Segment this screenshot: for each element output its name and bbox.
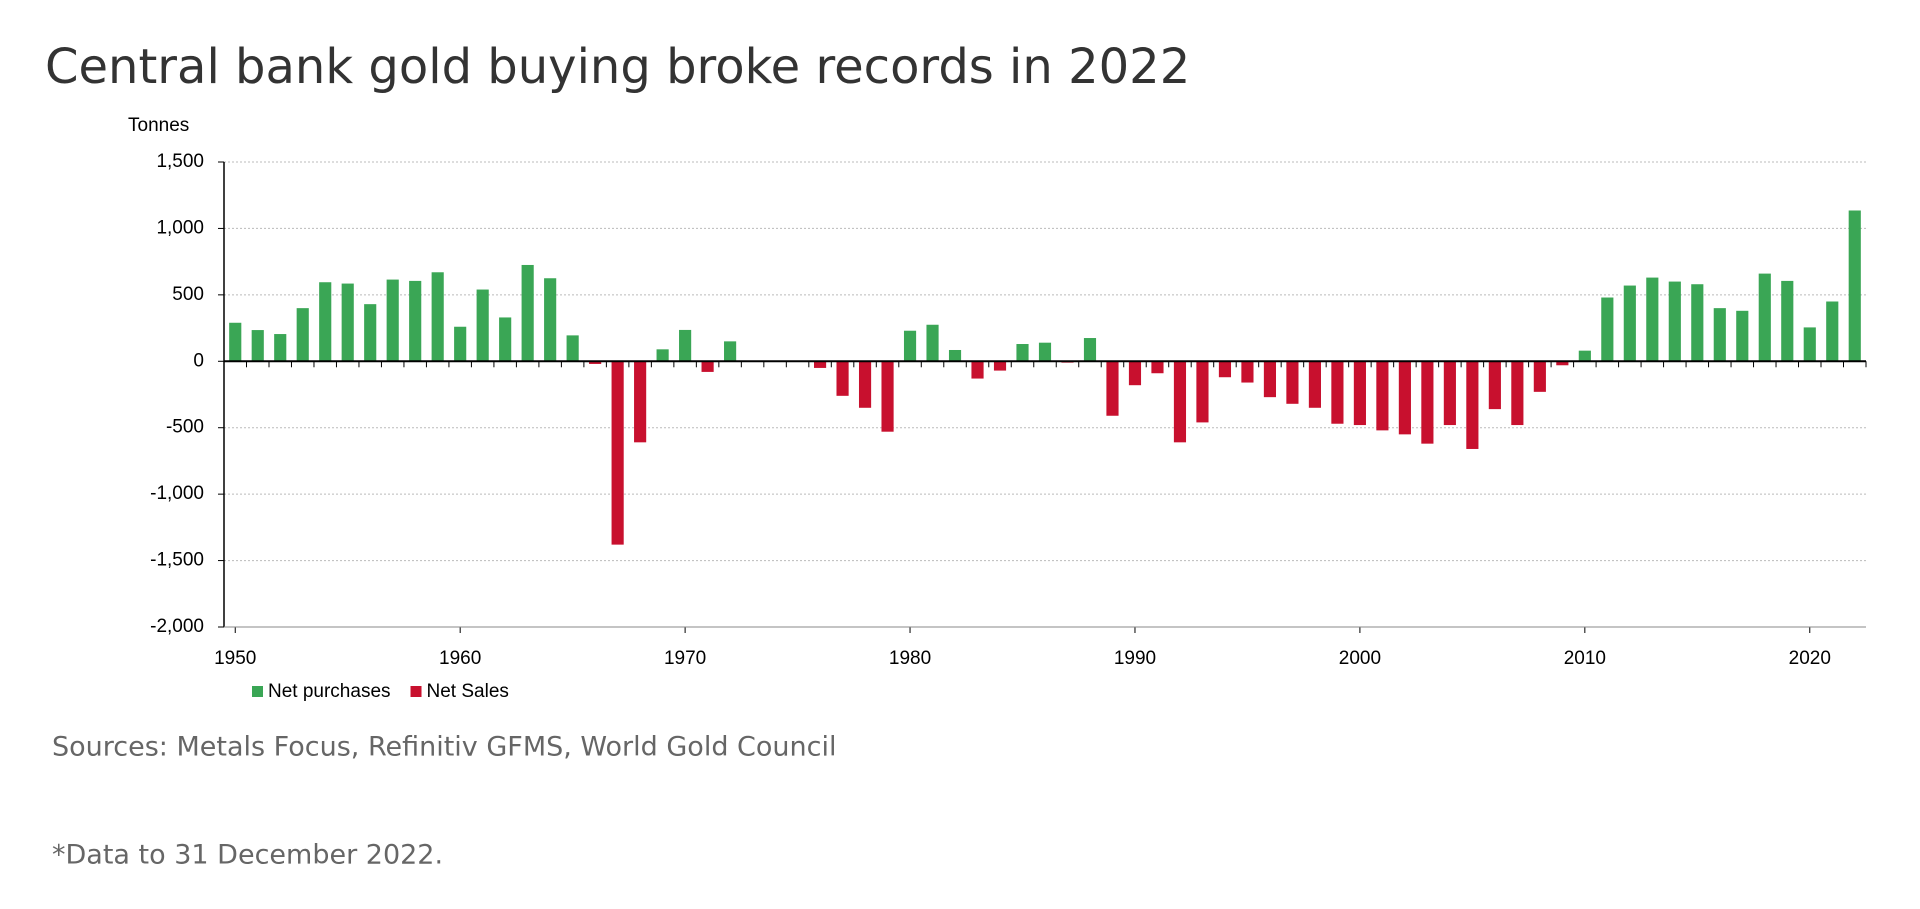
x-tick-label: 1950 bbox=[214, 648, 256, 669]
bar bbox=[296, 308, 309, 362]
bar bbox=[1106, 361, 1119, 416]
bar bbox=[386, 279, 399, 362]
bar bbox=[1691, 284, 1704, 362]
bar bbox=[1511, 361, 1524, 426]
bar bbox=[724, 341, 737, 362]
bar bbox=[431, 272, 444, 362]
bar bbox=[836, 361, 849, 396]
legend-swatch bbox=[252, 686, 263, 697]
bar bbox=[1758, 273, 1771, 362]
bar bbox=[1038, 342, 1052, 362]
bar bbox=[813, 361, 827, 368]
bar bbox=[476, 289, 489, 362]
bar bbox=[544, 278, 557, 362]
bar bbox=[926, 324, 939, 362]
bar bbox=[1263, 361, 1277, 398]
bar bbox=[1128, 361, 1142, 386]
chart-title: Central bank gold buying broke records i… bbox=[45, 39, 1190, 95]
bar bbox=[364, 304, 377, 362]
bar bbox=[1353, 361, 1366, 426]
bar bbox=[1736, 310, 1749, 362]
bar bbox=[1848, 210, 1861, 362]
bar bbox=[589, 361, 602, 364]
bar bbox=[858, 361, 872, 408]
bar bbox=[1578, 350, 1591, 362]
legend-swatch bbox=[410, 686, 422, 697]
bar bbox=[1781, 280, 1794, 362]
bar bbox=[454, 326, 467, 362]
bar bbox=[1533, 361, 1546, 392]
y-tick-label: 1,500 bbox=[156, 151, 204, 172]
bar bbox=[1241, 361, 1254, 383]
bar bbox=[1443, 361, 1456, 426]
bar bbox=[319, 282, 332, 362]
bar bbox=[1151, 361, 1164, 374]
bar bbox=[1196, 361, 1209, 423]
y-tick-label: 500 bbox=[172, 284, 204, 305]
bar bbox=[1421, 361, 1434, 444]
bar bbox=[1173, 361, 1187, 443]
x-tick-label: 2020 bbox=[1789, 648, 1831, 669]
bar bbox=[1803, 327, 1816, 362]
bar bbox=[1556, 361, 1569, 366]
bar bbox=[1083, 338, 1097, 362]
bar bbox=[521, 264, 534, 362]
x-tick-label: 2000 bbox=[1339, 648, 1381, 669]
bar bbox=[1466, 361, 1479, 449]
bar bbox=[971, 361, 984, 379]
bar bbox=[611, 361, 624, 545]
bar bbox=[1376, 361, 1389, 431]
x-tick-label: 1990 bbox=[1114, 648, 1156, 669]
bar bbox=[1016, 344, 1029, 362]
bar bbox=[499, 317, 512, 362]
x-tick-label: 1960 bbox=[439, 648, 481, 669]
y-tick-label: -500 bbox=[166, 417, 204, 438]
bar bbox=[1668, 281, 1681, 362]
bar bbox=[679, 329, 692, 362]
bar bbox=[1398, 361, 1411, 435]
bar bbox=[1218, 361, 1232, 378]
footnote: *Data to 31 December 2022. bbox=[52, 840, 443, 871]
bar bbox=[1308, 361, 1321, 408]
bar bbox=[634, 361, 647, 443]
y-tick-label: -1,000 bbox=[150, 483, 204, 504]
bar bbox=[1601, 297, 1614, 362]
bar bbox=[1646, 277, 1659, 362]
bar bbox=[903, 330, 917, 362]
bar bbox=[701, 361, 714, 372]
x-tick-label: 1980 bbox=[889, 648, 931, 669]
bar bbox=[948, 349, 962, 362]
bar bbox=[993, 361, 1007, 371]
bar bbox=[229, 322, 242, 362]
bar bbox=[881, 361, 894, 432]
y-tick-label: 1,000 bbox=[156, 217, 204, 238]
bar bbox=[656, 349, 669, 362]
y-tick-label: -2,000 bbox=[150, 616, 204, 637]
bar bbox=[566, 335, 579, 362]
bar bbox=[1713, 308, 1726, 362]
bar bbox=[1286, 361, 1299, 404]
x-tick-label: 2010 bbox=[1564, 648, 1606, 669]
bar bbox=[1488, 361, 1501, 410]
y-tick-label: 0 bbox=[193, 350, 204, 371]
y-tick-label: -1,500 bbox=[150, 550, 204, 571]
legend-label: Net purchases bbox=[268, 681, 391, 702]
bar bbox=[1623, 285, 1636, 362]
source: Sources: Metals Focus, Refinitiv GFMS, W… bbox=[52, 732, 837, 763]
x-tick-label: 1970 bbox=[664, 648, 706, 669]
bar bbox=[409, 280, 422, 362]
legend-label: Net Sales bbox=[427, 681, 509, 702]
y-axis-label: Tonnes bbox=[128, 115, 189, 136]
bar bbox=[274, 334, 287, 362]
bar bbox=[251, 330, 264, 362]
bar bbox=[341, 283, 354, 362]
bar bbox=[1826, 301, 1839, 362]
bar bbox=[1331, 361, 1344, 424]
